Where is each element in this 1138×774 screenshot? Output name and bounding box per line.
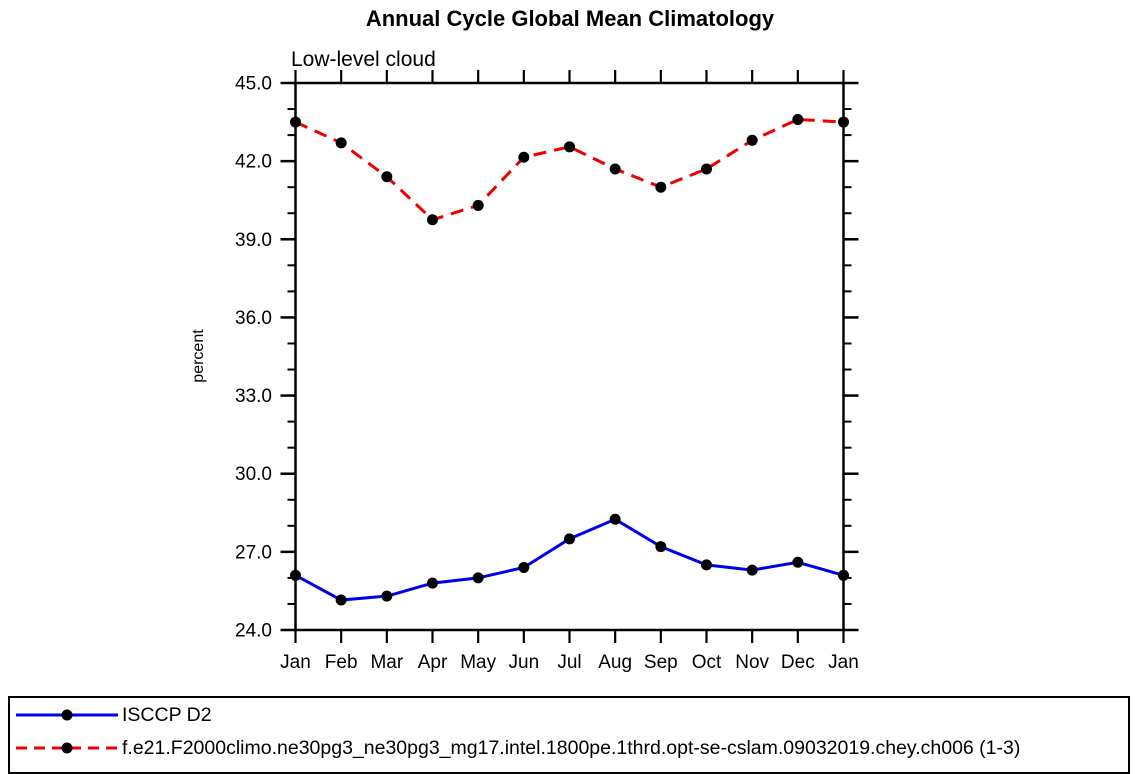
x-tick-label: Apr <box>418 652 448 673</box>
series-marker <box>609 163 621 175</box>
legend-dot <box>61 742 73 754</box>
y-tick-label: 42.0 <box>235 152 272 173</box>
series-marker <box>290 116 301 128</box>
climatology-line-chart: Annual Cycle Global Mean Climatology Low… <box>190 6 859 673</box>
series-marker <box>290 569 301 581</box>
x-tick-label: Nov <box>735 652 769 673</box>
series-marker <box>838 116 849 128</box>
legend-marker-solid-line <box>16 709 118 721</box>
series-line-0 <box>294 517 844 602</box>
series-marker <box>746 564 758 576</box>
x-tick-label: Jun <box>509 652 540 673</box>
series-marker <box>564 533 575 545</box>
series-marker <box>427 577 438 589</box>
series-marker <box>381 171 393 183</box>
legend-dot <box>61 709 73 721</box>
legend-marker-dashed-line <box>16 742 118 754</box>
data-series <box>290 113 849 606</box>
series-marker <box>472 572 484 584</box>
series-marker <box>701 559 712 571</box>
series-marker <box>792 556 804 568</box>
series-marker <box>792 113 804 125</box>
series-marker <box>655 541 667 553</box>
y-tick-label: 33.0 <box>235 386 272 407</box>
y-tick-label: 24.0 <box>235 621 272 642</box>
legend-item-0: ISCCP D2 <box>10 704 1128 726</box>
y-tick-label: 30.0 <box>235 464 272 485</box>
series-marker <box>381 590 393 602</box>
series-marker <box>518 151 530 163</box>
x-tick-label: Jan <box>280 652 311 673</box>
legend-box: ISCCP D2 f.e21.F2000climo.ne30pg3_ne30pg3… <box>8 696 1130 774</box>
series-marker <box>655 181 667 193</box>
x-tick-label: Sep <box>644 652 678 673</box>
legend-item-1: f.e21.F2000climo.ne30pg3_ne30pg3_mg17.in… <box>10 737 1128 759</box>
series-marker <box>427 214 438 226</box>
series-marker <box>838 569 849 581</box>
y-tick-label: 39.0 <box>235 230 272 251</box>
x-tick-label: Oct <box>692 652 722 673</box>
legend-label: ISCCP D2 <box>122 704 212 726</box>
series-line-1 <box>294 117 844 222</box>
series-marker <box>609 513 621 525</box>
series-marker <box>335 594 347 606</box>
axes-and-ticks: 24.0 27.0 30.0 33.0 36.0 39.0 42.0 45.0 Jan Feb Ma… <box>235 70 859 673</box>
x-tick-label: May <box>460 652 496 673</box>
legend-label: f.e21.F2000climo.ne30pg3_ne30pg3_mg17.in… <box>122 737 1021 759</box>
x-tick-label: Feb <box>325 652 358 673</box>
y-tick-label: 27.0 <box>235 542 272 563</box>
series-marker <box>518 561 530 573</box>
series-marker <box>701 163 712 175</box>
x-tick-label: Mar <box>370 652 403 673</box>
y-axis-label: percent <box>190 329 207 383</box>
chart-subtitle: Low-level cloud <box>291 48 436 71</box>
y-tick-label: 36.0 <box>235 308 272 329</box>
series-marker <box>472 199 484 211</box>
chart-title: Annual Cycle Global Mean Climatology <box>366 6 775 31</box>
y-tick-label: 45.0 <box>235 74 272 95</box>
x-tick-label: Jan <box>828 652 859 673</box>
plot-frame <box>294 81 845 632</box>
x-tick-label: Jul <box>557 652 581 673</box>
series-marker <box>335 137 347 149</box>
series-marker <box>746 134 758 146</box>
series-marker <box>564 141 575 153</box>
x-tick-label: Aug <box>598 652 632 673</box>
x-tick-label: Dec <box>781 652 815 673</box>
